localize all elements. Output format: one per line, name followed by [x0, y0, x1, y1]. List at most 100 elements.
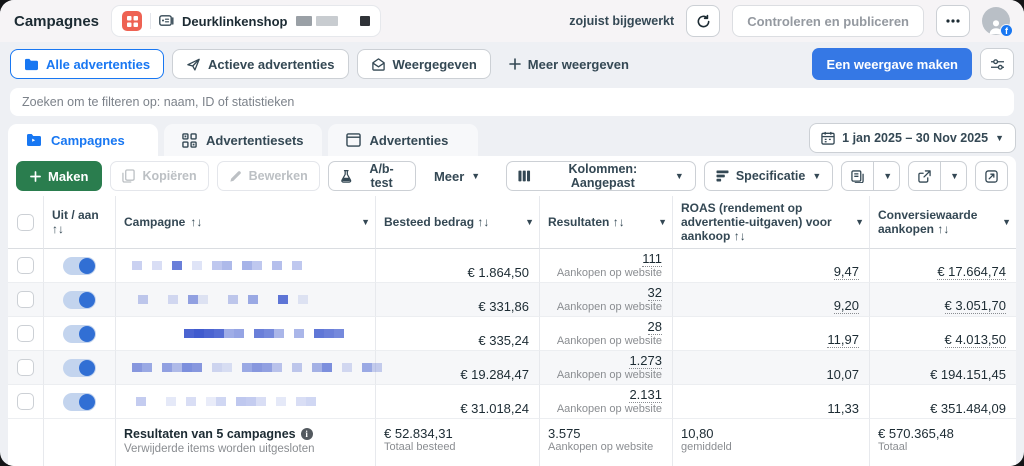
more-options-button[interactable] [936, 5, 970, 37]
row-checkbox[interactable] [17, 257, 34, 274]
results-value[interactable]: 1.273 [629, 353, 662, 369]
campaign-on-off-toggle[interactable] [63, 325, 96, 343]
results-type: Aankopen op website [557, 335, 662, 348]
filter-active-ads[interactable]: Actieve advertenties [172, 49, 348, 79]
filter-delivered[interactable]: Weergegeven [357, 49, 491, 79]
create-button[interactable]: Maken [16, 161, 102, 191]
columns-icon [518, 170, 530, 182]
roas-value[interactable]: 9,47 [834, 264, 859, 280]
columns-button[interactable]: Kolommen: Aangepast ▼ [506, 161, 696, 191]
avatar[interactable]: f [982, 7, 1010, 35]
column-header-campaign[interactable]: Campagne ↑↓ ▼ [116, 196, 376, 249]
reports-dropdown[interactable]: ▼ [873, 162, 900, 190]
column-menu-icon[interactable]: ▼ [658, 217, 667, 227]
select-all-checkbox[interactable] [17, 214, 34, 231]
export-button[interactable] [909, 162, 940, 190]
roas-value[interactable]: 9,20 [834, 298, 859, 314]
column-header-conversion[interactable]: Conversiewaarde aankopen ↑↓ ▼ [870, 196, 1016, 249]
table-row: € 31.018,242.131Aankopen op website11,33… [8, 385, 1016, 419]
column-header-roas[interactable]: ROAS (rendement op advertentie-uitgaven)… [673, 196, 870, 249]
conversion-value[interactable]: € 3.051,70 [945, 298, 1006, 314]
filter-all-ads[interactable]: Alle advertenties [10, 49, 164, 79]
sort-icon[interactable]: ↑↓ [937, 222, 949, 236]
results-value[interactable]: 32 [648, 285, 662, 301]
redacted-campaign-name [124, 319, 344, 348]
conversion-cell: € 4.013,50 [870, 317, 1016, 351]
tab-campaigns[interactable]: Campagnes [8, 124, 158, 156]
campaign-on-off-toggle[interactable] [63, 291, 96, 309]
redacted-text [360, 16, 370, 26]
export-dropdown[interactable]: ▼ [940, 162, 967, 190]
edit-button[interactable]: Bewerken [217, 161, 320, 191]
spend-cell: € 1.864,50 [376, 249, 540, 283]
spend-cell: € 335,24 [376, 317, 540, 351]
column-menu-icon[interactable]: ▼ [1002, 217, 1011, 227]
sort-icon[interactable]: ↑↓ [52, 222, 107, 236]
chevron-down-icon: ▼ [812, 172, 821, 181]
create-view-button[interactable]: Een weergave maken [812, 48, 972, 80]
campaign-name-cell[interactable] [116, 317, 376, 351]
redacted-campaign-name [124, 251, 302, 280]
charts-button[interactable] [975, 161, 1008, 191]
more-views-button[interactable]: Meer weergeven [499, 57, 639, 72]
roas-value: 10,07 [826, 367, 859, 382]
refresh-button[interactable] [686, 5, 720, 37]
row-checkbox[interactable] [17, 393, 34, 410]
account-selector[interactable]: Deurklinkenshop [111, 5, 380, 37]
date-range-picker[interactable]: 1 jan 2025 – 30 Nov 2025 ▼ [809, 123, 1016, 153]
sort-icon[interactable]: ↑↓ [190, 215, 202, 229]
duplicate-button[interactable]: Kopiëren [110, 161, 208, 191]
view-settings-button[interactable] [980, 48, 1014, 80]
sort-icon[interactable]: ↑↓ [734, 229, 746, 243]
footer-empty-cell [8, 419, 44, 466]
campaign-name-cell[interactable] [116, 249, 376, 283]
roas-cell: 9,20 [673, 283, 870, 317]
info-icon[interactable]: i [301, 428, 313, 440]
campaign-on-off-toggle[interactable] [63, 393, 96, 411]
more-actions-button[interactable]: Meer ▼ [424, 169, 490, 184]
search-input[interactable] [10, 88, 1014, 116]
sort-icon[interactable]: ↑↓ [613, 215, 625, 229]
row-checkbox[interactable] [17, 359, 34, 376]
row-select-cell [8, 249, 44, 283]
row-select-cell [8, 385, 44, 419]
breakdown-button[interactable]: Specificatie ▼ [704, 161, 833, 191]
sort-icon[interactable]: ↑↓ [477, 215, 489, 229]
ab-test-button[interactable]: A/b-test [328, 161, 416, 191]
table-row: € 335,24 28Aankopen op website 11,97 € 4.01… [8, 317, 1016, 351]
roas-value: 11,33 [827, 401, 859, 416]
divider [150, 13, 151, 29]
column-menu-icon[interactable]: ▼ [855, 217, 864, 227]
results-value[interactable]: 111 [642, 251, 662, 267]
business-portfolio-icon [159, 15, 174, 28]
row-checkbox[interactable] [17, 325, 34, 342]
column-menu-icon[interactable]: ▼ [361, 217, 370, 227]
conversion-value[interactable]: € 4.013,50 [945, 332, 1006, 348]
redacted-campaign-name [124, 387, 316, 416]
row-checkbox[interactable] [17, 291, 34, 308]
table-header: Uit / aan ↑↓ Campagne ↑↓ ▼ Besteed bedra… [8, 196, 1016, 249]
view-filter-bar: Alle advertenties Actieve advertenties W… [0, 42, 1024, 86]
conversion-value[interactable]: € 17.664,74 [937, 264, 1006, 280]
tab-ads[interactable]: Advertenties [328, 124, 478, 156]
campaign-on-off-toggle[interactable] [63, 359, 96, 377]
campaign-name-cell[interactable] [116, 283, 376, 317]
column-header-results[interactable]: Resultaten ↑↓ ▼ [540, 196, 673, 249]
folder-icon [24, 58, 39, 71]
column-header-spend[interactable]: Besteed bedrag ↑↓ ▼ [376, 196, 540, 249]
campaign-name-cell[interactable] [116, 351, 376, 385]
review-publish-button[interactable]: Controleren en publiceren [732, 5, 924, 37]
table-row: € 1.864,50111Aankopen op website9,47€ 17… [8, 249, 1016, 283]
tab-adsets[interactable]: Advertentiesets [164, 124, 322, 156]
spend-cell: € 31.018,24 [376, 385, 540, 419]
column-menu-icon[interactable]: ▼ [525, 217, 534, 227]
copy-icon [122, 169, 135, 183]
campaign-on-off-toggle[interactable] [63, 257, 96, 275]
column-header-on-off[interactable]: Uit / aan ↑↓ [44, 196, 116, 249]
reports-button[interactable] [842, 162, 873, 190]
calendar-icon [821, 131, 835, 145]
campaign-name-cell[interactable] [116, 385, 376, 419]
results-value[interactable]: 28 [648, 319, 662, 335]
roas-value[interactable]: 11,97 [827, 332, 859, 348]
results-value[interactable]: 2.131 [629, 387, 662, 403]
